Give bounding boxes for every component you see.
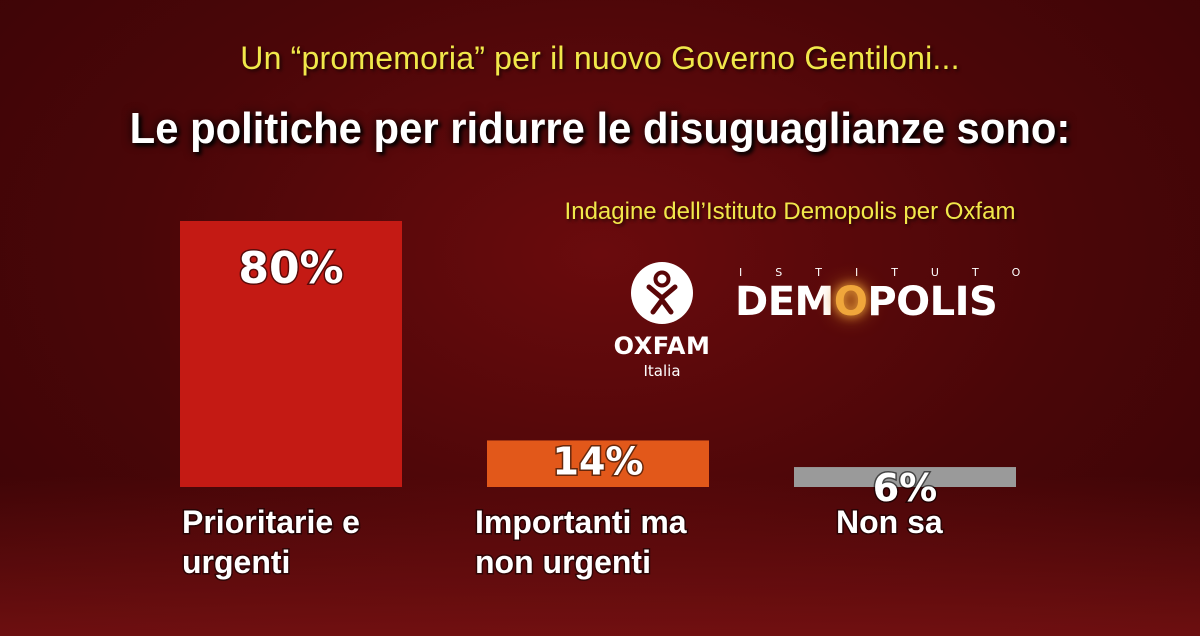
oxfam-wordmark: OXFAM — [613, 332, 711, 360]
bar-value-label-2: 6% — [873, 466, 938, 510]
page-subtitle: Un “promemoria” per il nuovo Governo Gen… — [240, 40, 960, 76]
oxfam-figure-icon — [631, 262, 693, 324]
category-label-0-line-0: Prioritarie e — [182, 504, 360, 540]
bar-1 — [487, 440, 709, 487]
demopolis-wordmark: DEMOPOLIS — [735, 279, 1060, 325]
demopolis-pre: DEM — [735, 279, 834, 325]
source-note: Indagine dell’Istituto Demopolis per Oxf… — [564, 198, 1016, 225]
background-gradient — [0, 476, 1200, 636]
page-title: Le politiche per ridurre le disuguaglian… — [129, 104, 1071, 153]
demopolis-post: POLIS — [867, 279, 998, 325]
oxfam-subtext: Italia — [643, 362, 681, 380]
demopolis-accent: O — [833, 279, 868, 325]
demopolis-logo: ISTITUTO DEMOPOLIS — [735, 266, 1060, 325]
category-label-0-line-1: urgenti — [182, 544, 290, 580]
bar-0 — [180, 221, 402, 487]
bar-value-label-0: 80% — [238, 243, 343, 294]
demopolis-small-text: ISTITUTO — [739, 266, 1054, 279]
category-label-1-line-0: Importanti ma — [475, 504, 687, 540]
bar-2 — [794, 467, 1016, 487]
oxfam-logo: OXFAM Italia — [612, 262, 712, 380]
category-label-2-line-0: Non sa — [836, 504, 943, 540]
category-label-1-line-1: non urgenti — [475, 544, 651, 580]
bar-value-label-1: 14% — [553, 439, 644, 483]
